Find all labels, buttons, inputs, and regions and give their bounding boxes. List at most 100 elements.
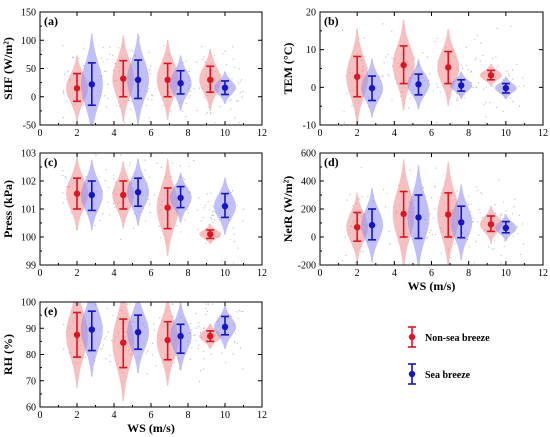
scatter-point [496, 27, 498, 29]
y-axis: -10 0 10 20 [303, 8, 543, 132]
y-tick-label: 99 [26, 261, 36, 272]
scatter-point [112, 54, 114, 57]
scatter-point [387, 73, 389, 75]
legend-sea-breeze: Sea breeze [408, 363, 471, 385]
mean-marker [207, 231, 214, 238]
scatter-point [237, 100, 239, 102]
sea-breeze-series [80, 158, 236, 235]
x-axis-label: WS (m/s) [408, 279, 456, 293]
scatter-point [185, 116, 187, 118]
y-tick-label: 90 [26, 324, 36, 335]
scatter-point [203, 207, 205, 209]
scatter-point [511, 69, 514, 71]
scatter-point [67, 70, 69, 72]
scatter-point [487, 246, 490, 248]
y-axis-label: NetR (W/m²) [281, 176, 295, 243]
scatter-point [494, 204, 496, 206]
panel-e: 0 2 4 6 8 10 12 60 70 80 90 100 (e) RH (%) WS (m/s) [1, 298, 267, 436]
y-axis-label: Press (kPa) [1, 180, 15, 238]
legend-marker [408, 370, 416, 378]
scatter-point [495, 67, 497, 69]
scatter-point [186, 102, 188, 104]
scatter-point [210, 113, 212, 115]
scatter-point [99, 176, 101, 178]
scatter-point [102, 213, 104, 215]
scatter-point [422, 52, 424, 54]
scatter-point [196, 209, 198, 211]
scatter-point [104, 70, 106, 72]
scatter-point [152, 95, 154, 97]
scatter-point [483, 103, 485, 105]
x-tick-label: 2 [75, 268, 80, 279]
mean-marker [134, 328, 142, 336]
mean-marker [353, 224, 361, 231]
scatter-point [349, 193, 351, 195]
scatter-point [500, 262, 502, 264]
scatter-point [502, 110, 504, 112]
y-axis: 60 70 80 90 100 [21, 298, 262, 414]
scatter-point [83, 64, 85, 67]
scatter-point [99, 219, 101, 222]
scatter-point [193, 160, 195, 162]
scatter-point [500, 254, 502, 256]
scatter-point [147, 88, 150, 90]
scatter-point [381, 76, 383, 78]
panel-label: (c) [44, 155, 57, 169]
y-axis-label: TEM (°C) [281, 43, 295, 95]
scatter-point [191, 347, 193, 349]
scatter-point [162, 105, 164, 107]
scatter-point [385, 56, 387, 58]
scatter-point [149, 73, 151, 75]
y-tick-label: 400 [301, 177, 316, 188]
scatter-point [219, 106, 221, 108]
scatter-point [508, 75, 510, 77]
scatter-point [198, 197, 200, 199]
scatter-point [94, 224, 96, 226]
mean-marker [164, 76, 171, 84]
x-tick-label: 6 [429, 268, 434, 279]
scatter-point [107, 331, 109, 333]
scatter-point [387, 53, 389, 55]
scatter-point [206, 111, 208, 114]
scatter-point [200, 331, 202, 333]
scatter-point [346, 93, 348, 95]
scatter-point [184, 219, 186, 221]
scatter-point [148, 117, 150, 119]
mean-marker [134, 76, 142, 84]
scatter-point [465, 46, 467, 49]
scatter-point [238, 82, 240, 84]
scatter-point [171, 303, 173, 305]
mean-marker [368, 84, 376, 92]
scatter-point [522, 77, 524, 79]
scatter-point [352, 205, 354, 207]
scatter-point [478, 209, 480, 211]
scatter-point [355, 262, 357, 264]
scatter-point [214, 122, 216, 124]
scatter-point [462, 67, 464, 69]
scatter-point [468, 195, 470, 197]
x-tick-label: 0 [318, 128, 323, 139]
scatter-point [497, 65, 499, 67]
mean-marker [502, 84, 510, 92]
scatter-point [184, 178, 186, 181]
scatter-point [485, 101, 487, 103]
legend: Non-sea breeze Sea breeze [408, 326, 490, 385]
scatter-point [454, 243, 456, 245]
scatter-point [77, 154, 79, 156]
mean-marker [400, 61, 407, 69]
x-tick-label: 4 [392, 128, 397, 139]
scatter-point [109, 354, 111, 357]
scatter-point [521, 223, 524, 225]
scatter-point [395, 83, 398, 85]
scatter-point [498, 179, 500, 181]
scatter-point [429, 231, 431, 233]
scatter-point [159, 317, 161, 319]
scatter-point [388, 231, 390, 233]
mean-marker [177, 194, 184, 201]
scatter-point [409, 98, 411, 100]
scatter-point [472, 217, 474, 219]
scatter-point [210, 111, 212, 114]
scatter-point [102, 344, 104, 346]
scatter-point [129, 162, 131, 164]
scatter-point [216, 93, 218, 95]
